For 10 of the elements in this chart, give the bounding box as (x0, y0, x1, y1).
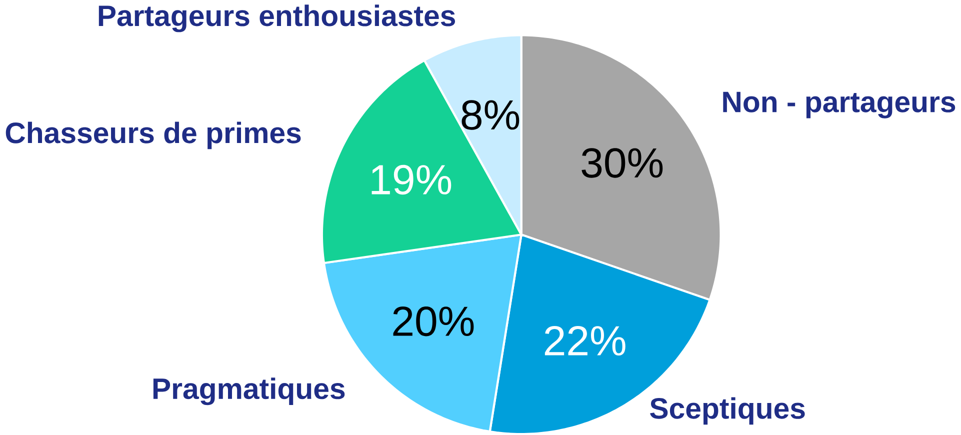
data-label: 22% (544, 326, 626, 356)
data-label: 30% (582, 148, 663, 178)
slice-label: Pragmatiques (153, 378, 345, 406)
slice-label: Sceptiques (650, 397, 805, 425)
data-label: 19% (372, 164, 452, 195)
data-label: 20% (393, 306, 474, 336)
data-label: 8% (462, 100, 520, 130)
slice-label: Chasseurs de primes (6, 122, 301, 150)
slice-label: Non - partageurs (723, 92, 956, 118)
slice-label: Partageurs enthousiastes (98, 4, 456, 32)
